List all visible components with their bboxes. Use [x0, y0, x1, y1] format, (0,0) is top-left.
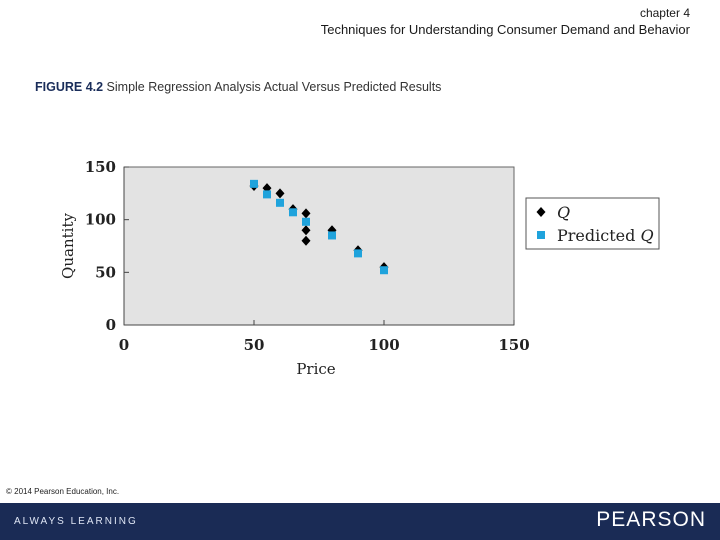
actual-q-point	[275, 188, 285, 199]
figure-caption-text: Simple Regression Analysis Actual Versus…	[103, 80, 442, 94]
predicted-q-point	[302, 217, 310, 226]
figure-caption: FIGURE 4.2 Simple Regression Analysis Ac…	[35, 80, 441, 94]
actual-q-point	[301, 225, 311, 236]
predicted-q-point	[276, 198, 284, 207]
scatter-chart: 0 50 100 150 0 50 100 150 Price Quantity Q Predi…	[59, 158, 660, 378]
x-tick-label: 0	[119, 336, 129, 354]
legend: Q Predicted Q	[525, 197, 660, 250]
x-axis-label: Price	[296, 360, 335, 378]
footer-bar: ALWAYS LEARNING PEARSON	[0, 503, 720, 540]
y-tick-label: 0	[106, 316, 116, 334]
legend-label: Q	[557, 203, 570, 222]
y-tick-label: 150	[85, 158, 116, 176]
legend-label: Predicted Q	[557, 226, 654, 245]
x-tick-label: 150	[498, 336, 529, 354]
y-axis-label: Quantity	[59, 213, 77, 279]
legend-marker	[537, 231, 545, 239]
predicted-q-point	[380, 266, 388, 275]
y-tick-label: 100	[85, 211, 116, 229]
legend-marker	[536, 207, 546, 217]
x-tick-label: 100	[368, 336, 399, 354]
axis-ticks: 0 50 100 150 0 50 100 150	[85, 158, 530, 354]
legend-items: Q Predicted Q	[536, 203, 654, 245]
predicted-q-point	[328, 231, 336, 240]
pearson-logo: PEARSON	[596, 508, 706, 531]
copyright-notice: © 2014 Pearson Education, Inc.	[6, 487, 120, 496]
figure-label: FIGURE 4.2	[35, 80, 104, 94]
footer-tagline: ALWAYS LEARNING	[14, 516, 138, 527]
chart-marks	[249, 179, 389, 275]
predicted-q-point	[289, 208, 297, 217]
x-tick-label: 50	[244, 336, 265, 354]
y-tick-label: 50	[95, 263, 116, 281]
predicted-q-point	[250, 179, 258, 188]
predicted-q-point	[354, 249, 362, 258]
chapter-label: chapter 4	[639, 6, 690, 20]
plot-area	[123, 166, 515, 326]
legend-box	[525, 197, 660, 250]
actual-q-point	[301, 235, 311, 246]
slide-subtitle: Techniques for Understanding Consumer De…	[320, 22, 690, 37]
actual-q-point	[301, 208, 311, 219]
predicted-q-point	[263, 190, 271, 199]
